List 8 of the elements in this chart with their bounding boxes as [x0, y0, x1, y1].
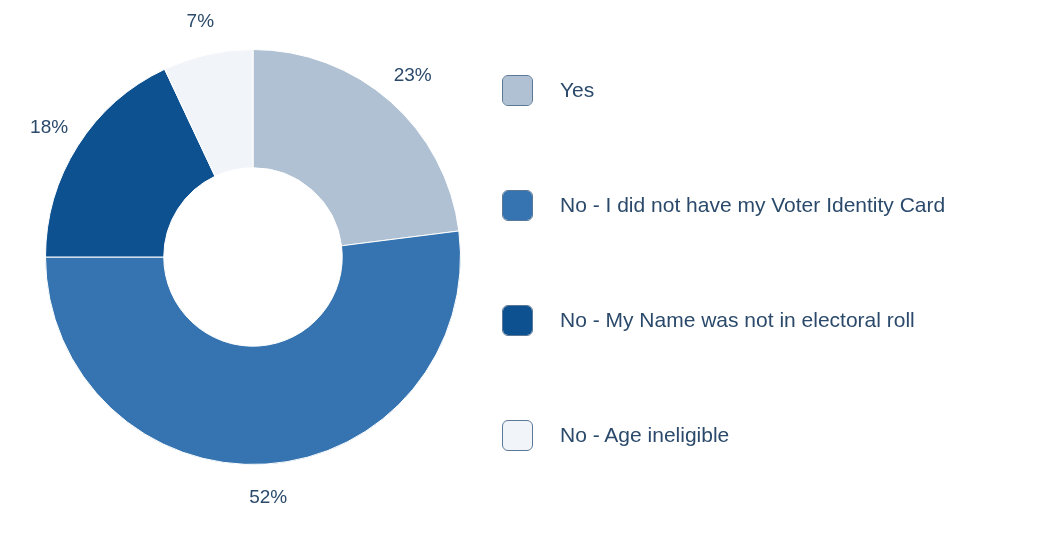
legend-label: No - Age ineligible — [560, 423, 730, 447]
data-label: 23% — [393, 64, 432, 86]
legend-label: No - I did not have my Voter Identity Card — [560, 193, 946, 217]
data-label: 7% — [186, 9, 215, 31]
legend-label: Yes — [560, 78, 595, 102]
data-label: 18% — [30, 115, 69, 137]
data-label: 52% — [249, 486, 288, 508]
legend-label: No - My Name was not in electoral roll — [560, 308, 915, 332]
